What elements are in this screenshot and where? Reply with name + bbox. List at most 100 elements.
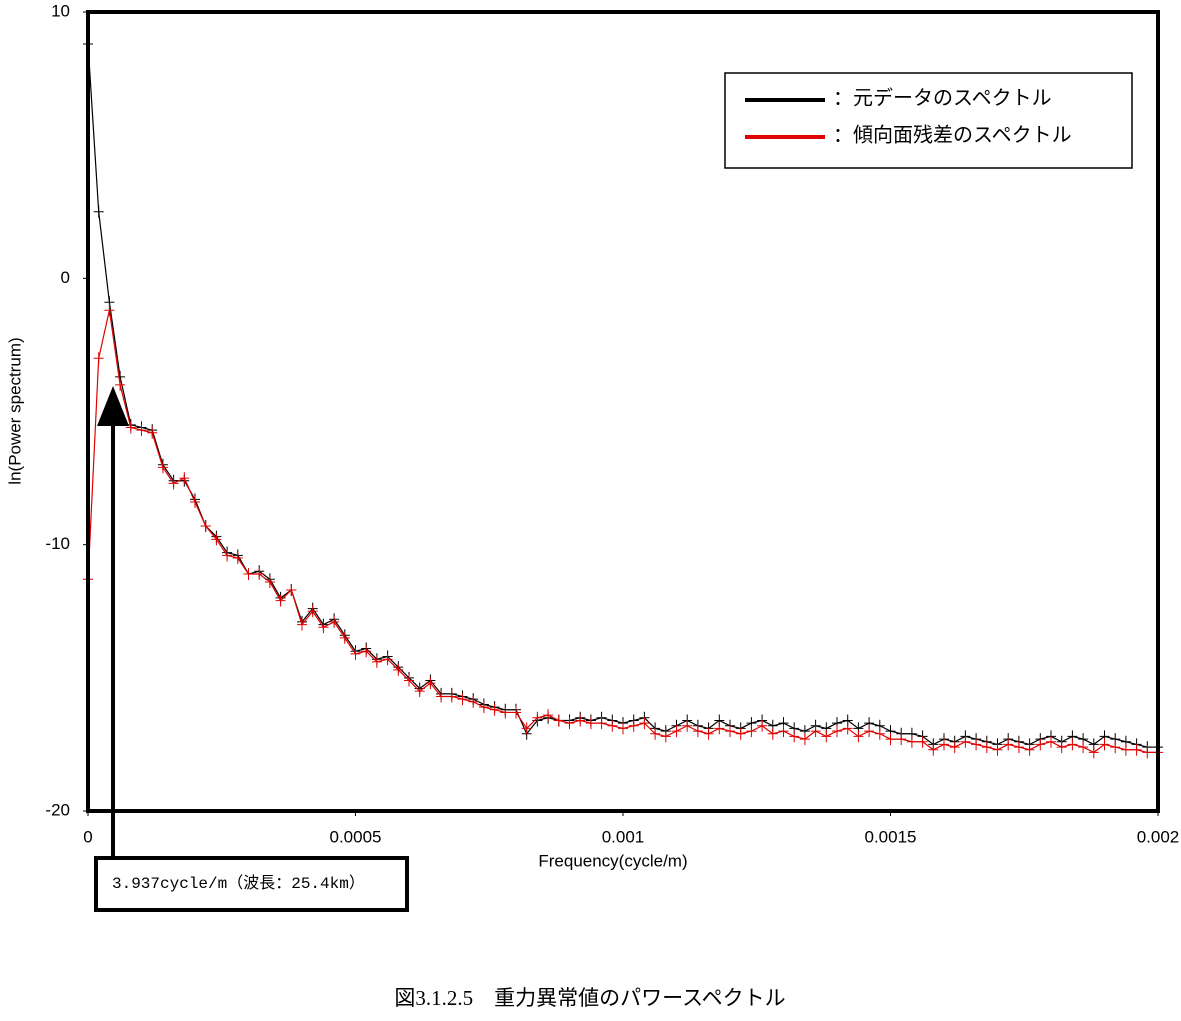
point-marker [1056, 741, 1067, 754]
point-marker [585, 717, 596, 730]
point-marker [168, 477, 179, 490]
point-marker [222, 549, 233, 562]
point-marker [1013, 741, 1024, 754]
point-marker [478, 701, 489, 714]
point-marker [832, 725, 842, 738]
point-marker [628, 719, 639, 732]
point-marker [93, 352, 104, 365]
y-tick-label: 0 [61, 268, 70, 287]
point-marker [254, 567, 265, 580]
point-marker [992, 743, 1003, 756]
point-marker [521, 722, 532, 735]
point-marker [275, 594, 286, 607]
point-marker [339, 631, 350, 644]
y-tick-label: -10 [45, 534, 70, 553]
point-marker [928, 743, 939, 756]
caption: 図3.1.2.5 重力異常値のパワースペクトル [394, 986, 785, 1010]
point-marker [810, 725, 821, 738]
point-marker [125, 421, 136, 434]
point-marker [532, 711, 543, 724]
annotation: 3.937cycle/m（波長：25.4km） [112, 874, 365, 893]
point-marker [575, 714, 586, 727]
point-marker [639, 717, 650, 730]
x-tick-label: 0.0005 [330, 827, 382, 846]
point-marker [767, 727, 778, 740]
legend-label: ：傾向面残差のスペクトル [833, 124, 1072, 147]
point-marker [660, 730, 671, 743]
point-marker [489, 703, 500, 716]
point-marker [618, 722, 628, 735]
point-marker [264, 575, 275, 588]
x-tick-label: 0 [83, 827, 92, 846]
point-marker [404, 674, 414, 687]
point-marker [553, 714, 564, 727]
point-marker [607, 719, 618, 732]
point-marker [382, 653, 393, 666]
point-marker [917, 735, 928, 748]
point-marker [457, 693, 468, 706]
point-marker [157, 461, 168, 474]
point-marker [896, 733, 907, 746]
point-marker [735, 727, 746, 740]
point-marker [1099, 738, 1110, 751]
point-marker [799, 733, 810, 746]
point-marker [778, 725, 789, 738]
point-marker [393, 663, 404, 676]
point-marker [789, 730, 800, 743]
point-marker [1046, 735, 1056, 748]
point-marker [1024, 743, 1035, 756]
point-marker [853, 730, 864, 743]
point-marker [821, 730, 832, 743]
point-marker [200, 520, 211, 533]
point-marker [874, 727, 885, 740]
point-marker [1088, 746, 1099, 759]
point-marker [1035, 738, 1046, 751]
point-marker [371, 655, 382, 668]
point-marker [842, 722, 853, 735]
point-marker [1120, 743, 1131, 756]
point-marker [1110, 741, 1121, 754]
point-marker [425, 677, 436, 690]
point-marker [981, 741, 992, 754]
x-axis-label: Frequency(cycle/m) [538, 851, 687, 870]
point-marker [136, 424, 147, 437]
point-marker [243, 567, 254, 580]
series-line [87, 310, 1158, 754]
point-marker [746, 725, 757, 738]
y-axis-label: ln(Power spectrum) [5, 337, 24, 484]
point-marker [297, 618, 307, 631]
point-marker [468, 695, 479, 708]
point-marker [511, 706, 521, 719]
point-marker [671, 725, 682, 738]
point-marker [971, 738, 982, 751]
point-marker [682, 719, 693, 732]
point-marker [93, 205, 104, 218]
point-marker [1131, 743, 1142, 756]
point-marker [1067, 738, 1078, 751]
point-marker [446, 690, 457, 703]
point-marker [714, 722, 725, 735]
point-marker [500, 706, 511, 719]
x-tick-label: 0.0015 [865, 827, 917, 846]
point-marker [211, 533, 222, 546]
point-marker [1003, 738, 1014, 751]
point-marker [885, 733, 896, 746]
point-marker [1142, 746, 1153, 759]
y-tick-label: -20 [45, 800, 70, 819]
point-marker [757, 719, 768, 732]
point-marker [1078, 741, 1089, 754]
point-marker [692, 725, 703, 738]
point-marker [650, 727, 661, 740]
point-marker [232, 551, 243, 564]
point-marker [543, 709, 554, 722]
annotation-box [94, 856, 409, 912]
y-tick-label: 10 [51, 1, 70, 20]
point-marker [596, 717, 607, 730]
point-marker [725, 725, 735, 738]
point-marker [350, 647, 361, 660]
point-marker [864, 725, 875, 738]
point-marker [190, 496, 200, 509]
plot-frame [86, 10, 1160, 813]
point-marker [104, 304, 115, 317]
point-marker [329, 615, 340, 628]
